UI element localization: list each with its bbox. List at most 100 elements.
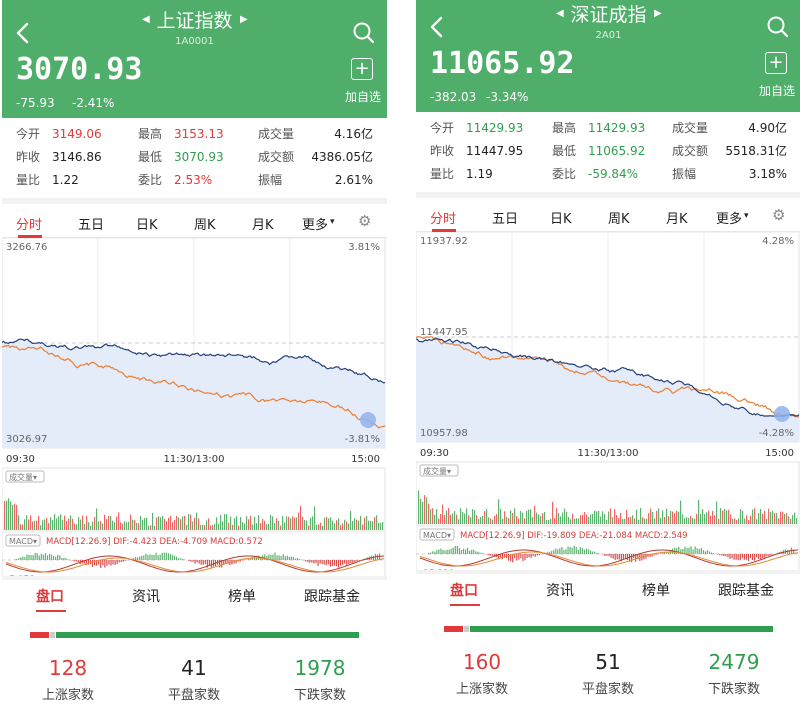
- volume-bar: [290, 518, 292, 530]
- tab-order-book[interactable]: 盘口: [36, 589, 64, 605]
- add-watchlist-button[interactable]: +: [765, 52, 787, 74]
- volume-bar: [428, 503, 430, 524]
- search-icon[interactable]: [351, 20, 377, 46]
- tab-weekly-k[interactable]: 周K: [608, 212, 630, 227]
- search-icon[interactable]: [765, 14, 791, 40]
- macd-bar: [151, 554, 153, 560]
- macd-bar: [786, 549, 788, 554]
- stat-value: 11447.95: [466, 144, 524, 158]
- volume-bar: [210, 525, 212, 530]
- macd-dea-line: [5, 557, 385, 573]
- volume-bar: [254, 516, 256, 530]
- tab-daily-k[interactable]: 日K: [550, 212, 572, 227]
- volume-bar: [672, 511, 674, 524]
- macd-bar: [723, 554, 725, 557]
- stat-value: 4.16亿: [334, 127, 373, 141]
- chevron-down-icon[interactable]: ▾: [330, 217, 335, 227]
- macd-bar: [204, 560, 206, 564]
- volume-bar: [32, 521, 34, 530]
- add-watchlist-label[interactable]: 加自选: [758, 84, 795, 98]
- volume-bar: [240, 517, 242, 530]
- tab-more[interactable]: 更多: [716, 212, 743, 227]
- macd-bar: [551, 551, 553, 554]
- macd-values: MACD[12.26.9] DIF:-19.809 DEA:-21.084 MA…: [460, 531, 688, 541]
- tab-rankings[interactable]: 榜单: [642, 583, 670, 599]
- macd-bar: [143, 555, 145, 560]
- back-arrow-icon[interactable]: [12, 20, 34, 46]
- settings-gear-icon[interactable]: ⚙: [772, 206, 786, 224]
- index-title[interactable]: 上证指数: [156, 10, 233, 32]
- volume-bar: [582, 514, 584, 524]
- tab-more[interactable]: 更多: [302, 218, 329, 233]
- prev-index-icon[interactable]: ◀: [556, 8, 564, 19]
- volume-bar: [458, 519, 460, 524]
- volume-bar: [310, 517, 312, 530]
- tab-news[interactable]: 资讯: [546, 583, 574, 599]
- volume-bar: [788, 516, 790, 524]
- tab-intraday[interactable]: 分时: [430, 212, 457, 227]
- macd-bar: [665, 551, 668, 554]
- volume-bar: [270, 514, 272, 530]
- volume-bar: [744, 518, 746, 524]
- macd-bar: [173, 555, 176, 560]
- tab-daily-k[interactable]: 日K: [136, 218, 158, 233]
- volume-bar: [194, 517, 196, 530]
- volume-bar: [56, 518, 58, 530]
- price-change: -382.03: [430, 90, 477, 104]
- macd-bar: [315, 560, 317, 564]
- tab-five-day[interactable]: 五日: [78, 218, 105, 233]
- macd-bar: [102, 560, 104, 566]
- volume-bar: [118, 512, 120, 530]
- stat-value: 1.19: [466, 167, 493, 181]
- macd-label: MACD▾: [423, 531, 451, 540]
- macd-bar: [454, 546, 456, 554]
- macd-bar: [528, 554, 530, 558]
- intraday-chart-svg[interactable]: 11937.92 11447.95 10957.98 4.28% -4.28% 09:30…: [416, 231, 800, 581]
- prev-index-icon[interactable]: ◀: [142, 14, 150, 25]
- intraday-chart-svg[interactable]: 3266.76 3026.97 3.81% -3.81% 09:30 11:30/13:0…: [2, 237, 387, 587]
- tab-tracking-funds[interactable]: 跟踪基金: [718, 583, 774, 599]
- volume-bar: [796, 517, 798, 524]
- tab-order-book[interactable]: 盘口: [450, 583, 478, 599]
- volume-bar: [346, 521, 348, 530]
- add-watchlist-button[interactable]: +: [351, 58, 373, 80]
- volume-bar: [106, 519, 108, 530]
- tab-monthly-k[interactable]: 月K: [666, 212, 688, 227]
- volume-bar: [570, 519, 572, 524]
- volume-bar: [148, 525, 150, 530]
- tab-rankings[interactable]: 榜单: [228, 589, 256, 605]
- macd-bar: [333, 560, 336, 566]
- settings-gear-icon[interactable]: ⚙: [358, 212, 372, 230]
- next-index-icon[interactable]: ▶: [654, 8, 662, 19]
- macd-bar: [219, 560, 221, 568]
- chevron-down-icon[interactable]: ▾: [744, 211, 749, 221]
- tab-news[interactable]: 资讯: [132, 589, 160, 605]
- volume-bar: [260, 523, 262, 530]
- tab-intraday[interactable]: 分时: [16, 218, 43, 233]
- back-arrow-icon[interactable]: [426, 14, 448, 40]
- breadth-up-segment: [444, 626, 463, 632]
- tab-monthly-k[interactable]: 月K: [252, 218, 274, 233]
- y-axis-top-label: 11937.92: [420, 236, 468, 247]
- volume-bar: [624, 518, 626, 524]
- breadth-flat-segment: [49, 632, 55, 638]
- macd-bar: [30, 555, 32, 560]
- volume-bar: [454, 510, 456, 524]
- tab-five-day[interactable]: 五日: [492, 212, 519, 227]
- add-watchlist-label[interactable]: 加自选: [344, 90, 381, 104]
- index-panel-shanghai: 上证指数 ◀ ▶ 1A0001 3070.93 -75.93 -2.41% + …: [2, 0, 387, 716]
- volume-bar: [174, 519, 176, 530]
- volume-bar: [228, 522, 230, 530]
- next-index-icon[interactable]: ▶: [240, 14, 248, 25]
- macd-bar: [616, 554, 618, 560]
- macd-bar: [321, 560, 323, 564]
- tab-tracking-funds[interactable]: 跟踪基金: [304, 589, 360, 605]
- volume-bar: [470, 517, 472, 524]
- index-title[interactable]: 深证成指: [570, 4, 647, 26]
- macd-bar: [450, 548, 452, 554]
- macd-bar: [178, 558, 180, 560]
- macd-bar: [42, 554, 44, 560]
- tab-weekly-k[interactable]: 周K: [194, 218, 216, 233]
- macd-bar: [663, 552, 665, 554]
- stat-label: 成交额: [258, 150, 295, 164]
